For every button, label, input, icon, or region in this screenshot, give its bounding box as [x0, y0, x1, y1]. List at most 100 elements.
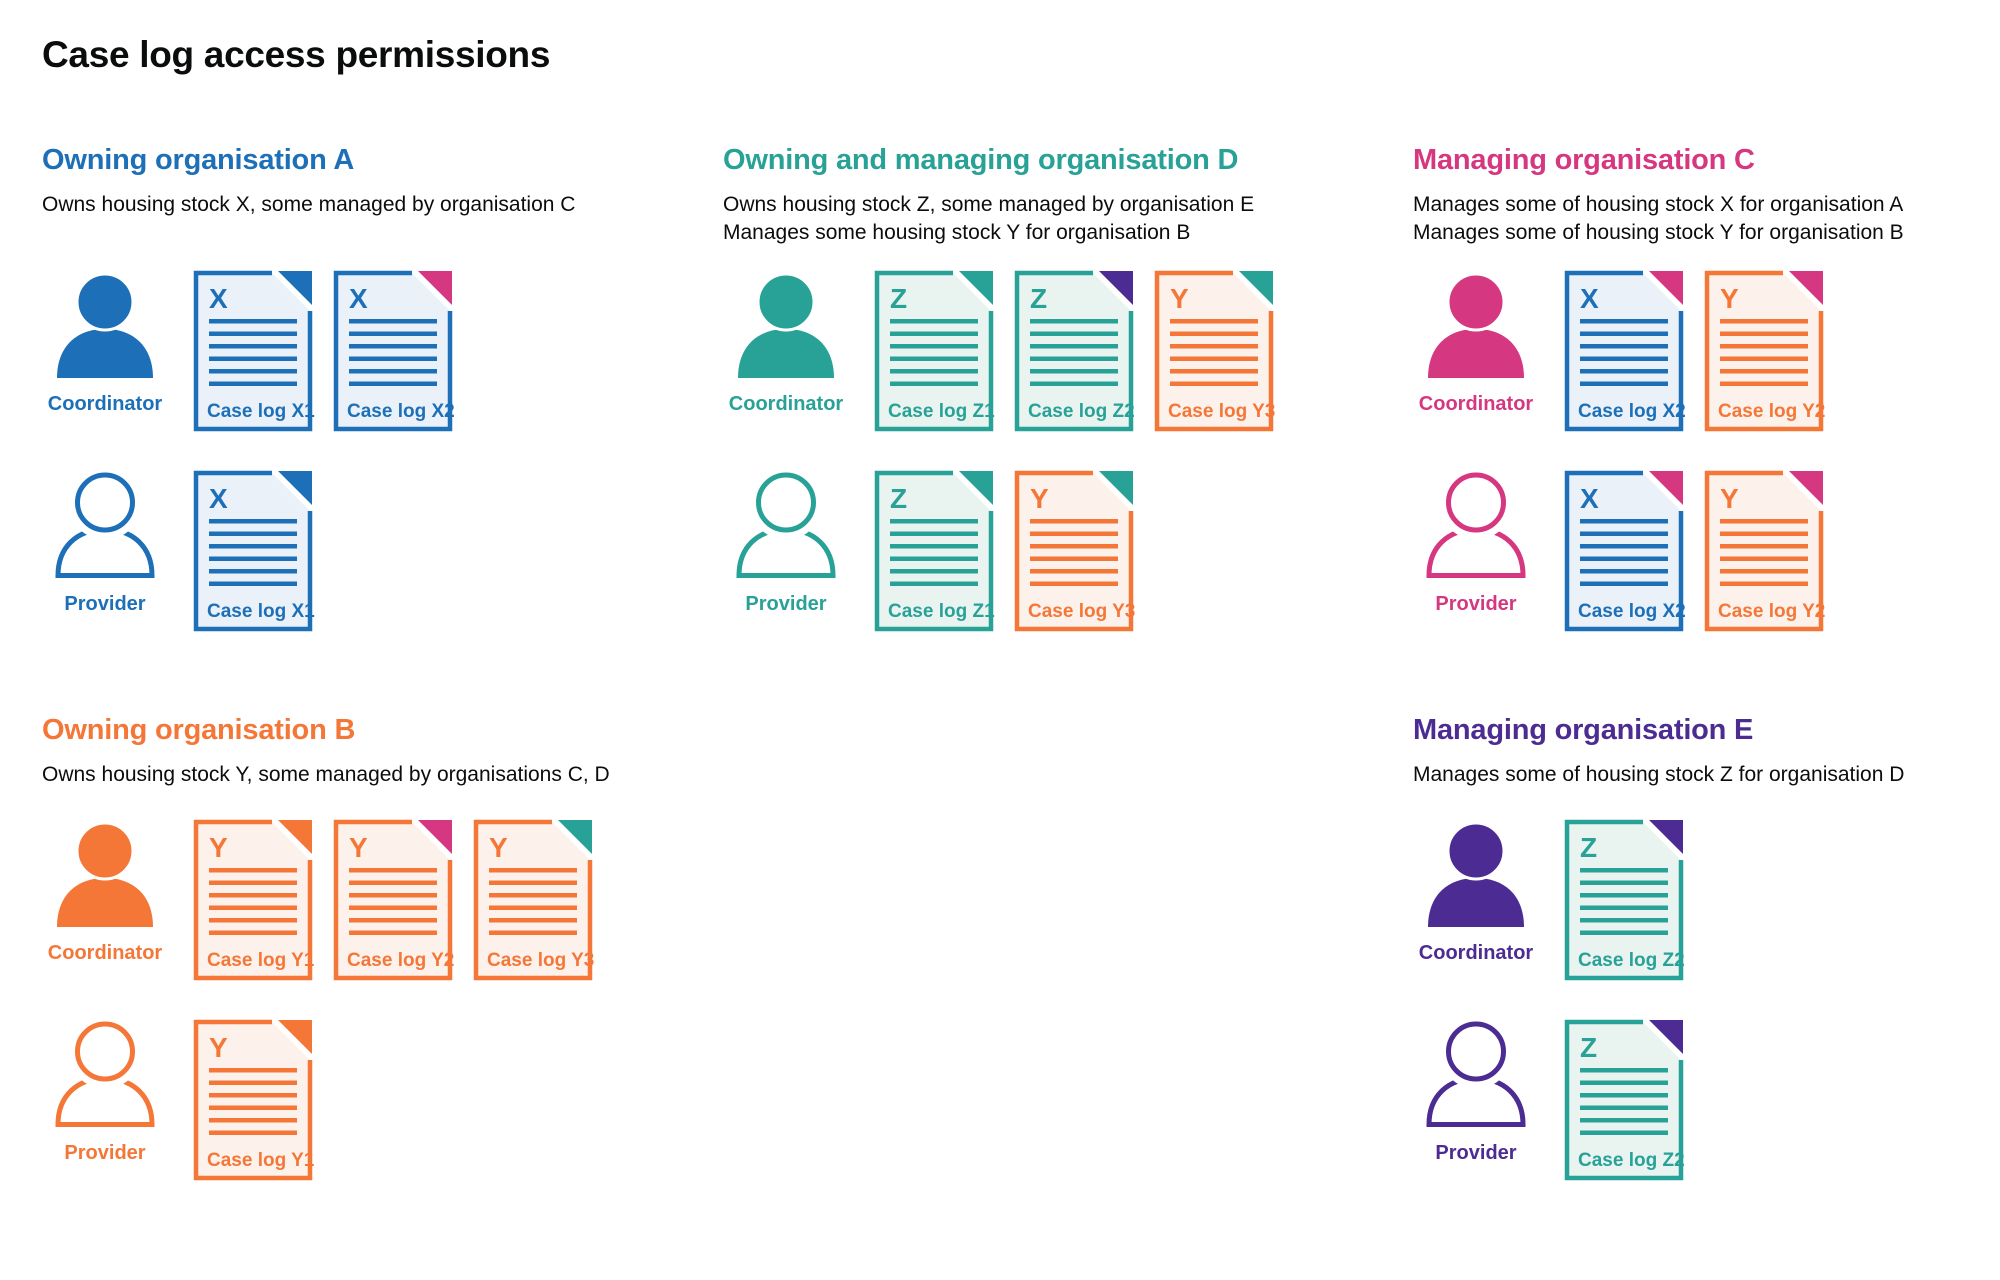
- doc-text-line: [1720, 344, 1808, 349]
- doc-text-line: [489, 893, 577, 898]
- doc-border: [473, 819, 593, 981]
- provider-cell: Provider: [1413, 471, 1539, 614]
- doc-text-line: [489, 930, 577, 935]
- doc-border: [1704, 470, 1824, 632]
- doc-body: [1017, 473, 1131, 629]
- doc-fold-corner: [1649, 820, 1683, 854]
- doc-text-line: [1720, 356, 1808, 361]
- case-log-doc: Y Case log Y1: [193, 1019, 315, 1181]
- doc-label: Case log Z2: [1578, 1150, 1685, 1171]
- doc-text-line: [1030, 519, 1118, 524]
- coordinator-icon: [57, 821, 153, 927]
- doc-text-line: [209, 344, 297, 349]
- doc-border: [1564, 819, 1684, 981]
- doc-text-line: [209, 381, 297, 386]
- doc-fold-corner: [1649, 471, 1683, 505]
- coordinator-icon: [1428, 272, 1524, 378]
- doc-body: [196, 273, 310, 429]
- doc-border: [1564, 1019, 1684, 1181]
- coordinator-cell: Coordinator: [723, 271, 849, 414]
- doc-border: [1154, 270, 1274, 432]
- doc-fold-corner: [278, 820, 312, 854]
- doc-text-line: [489, 880, 577, 885]
- role-label: Coordinator: [47, 393, 163, 415]
- role-label: Coordinator: [47, 942, 163, 964]
- doc-stock-letter: X: [1580, 483, 1599, 514]
- doc-border: [1014, 470, 1134, 632]
- doc-text-line: [489, 918, 577, 923]
- case-log-doc: Y Case log Y3: [1154, 270, 1275, 432]
- doc-text-line: [209, 569, 297, 574]
- provider-cell: Provider: [42, 471, 168, 614]
- doc-text-line: [1170, 344, 1258, 349]
- doc-stock-letter: X: [209, 283, 228, 314]
- doc-text-line: [890, 544, 978, 549]
- doc-text-line: [349, 868, 437, 873]
- doc-text-line: [890, 331, 978, 336]
- doc-stock-letter: X: [349, 283, 368, 314]
- access-rows: Coordinator Z Case log Z2 Provider Z Case log…: [1413, 819, 1705, 1220]
- org-heading: Managing organisation C: [1413, 144, 1755, 176]
- org-section-b: Owning organisation B Owns housing stock …: [42, 715, 702, 1255]
- doc-body: [1707, 473, 1821, 629]
- provider-icon: [1426, 472, 1526, 578]
- coordinator-row: Coordinator X Case log X1 X Case log X2: [42, 270, 474, 432]
- doc-text-line: [209, 1068, 297, 1073]
- doc-text-line: [1580, 569, 1668, 574]
- doc-text-line: [1580, 381, 1668, 386]
- access-rows: Coordinator X Case log X2 Y Case log Y2 Provi…: [1413, 270, 1845, 671]
- doc-fold-corner: [278, 1020, 312, 1054]
- doc-fold-corner: [418, 820, 452, 854]
- doc-text-line: [1580, 880, 1668, 885]
- doc-text-line: [1030, 319, 1118, 324]
- doc-text-line: [209, 1080, 297, 1085]
- doc-text-line: [209, 1118, 297, 1123]
- doc-text-line: [209, 544, 297, 549]
- doc-border: [874, 470, 994, 632]
- org-heading: Managing organisation E: [1413, 714, 1754, 746]
- doc-text-line: [209, 356, 297, 361]
- doc-fold-corner: [418, 271, 452, 305]
- doc-text-line: [1580, 1118, 1668, 1123]
- coordinator-row: Coordinator Z Case log Z1 Z Case log Z2 Y Case…: [723, 270, 1295, 432]
- role-label: Coordinator: [728, 393, 844, 415]
- doc-text-line: [1580, 930, 1668, 935]
- doc-body: [336, 822, 450, 978]
- doc-text-line: [489, 868, 577, 873]
- org-description-line: Manages some of housing stock Y for orga…: [1413, 221, 1904, 244]
- access-rows: Coordinator X Case log X1 X Case log X2 Provi…: [42, 270, 474, 671]
- doc-stock-letter: X: [209, 483, 228, 514]
- doc-text-line: [1030, 531, 1118, 536]
- doc-text-line: [349, 369, 437, 374]
- case-log-doc: Y Case log Y2: [1704, 470, 1825, 632]
- doc-text-line: [890, 319, 978, 324]
- doc-stock-letter: Z: [890, 483, 907, 514]
- case-log-doc: Z Case log Z1: [874, 470, 995, 632]
- doc-text-line: [1580, 868, 1668, 873]
- doc-stock-letter: Y: [1720, 283, 1739, 314]
- org-heading: Owning organisation A: [42, 144, 355, 176]
- doc-label: Case log Z1: [888, 601, 995, 622]
- doc-text-line: [1030, 344, 1118, 349]
- org-section-a: Owning organisation A Owns housing stock …: [42, 145, 702, 685]
- doc-label: Case log Y1: [207, 950, 315, 971]
- doc-border: [1564, 470, 1684, 632]
- coordinator-icon: [57, 272, 153, 378]
- org-description: Owns housing stock Z, some managed by or…: [723, 191, 1399, 247]
- doc-label: Case log X1: [207, 401, 315, 422]
- doc-text-line: [1580, 918, 1668, 923]
- provider-icon: [55, 472, 155, 578]
- doc-text-line: [1580, 1093, 1668, 1098]
- doc-text-line: [1720, 319, 1808, 324]
- doc-text-line: [1580, 1105, 1668, 1110]
- doc-body: [1017, 273, 1131, 429]
- role-label: Provider: [64, 593, 146, 615]
- doc-stock-letter: Z: [1030, 283, 1047, 314]
- doc-text-line: [1720, 519, 1808, 524]
- doc-text-line: [209, 880, 297, 885]
- case-log-doc: X Case log X2: [333, 270, 455, 432]
- doc-text-line: [890, 519, 978, 524]
- doc-text-line: [890, 581, 978, 586]
- doc-fold-corner: [1239, 271, 1273, 305]
- provider-row: Provider Z Case log Z2: [1413, 1019, 1705, 1181]
